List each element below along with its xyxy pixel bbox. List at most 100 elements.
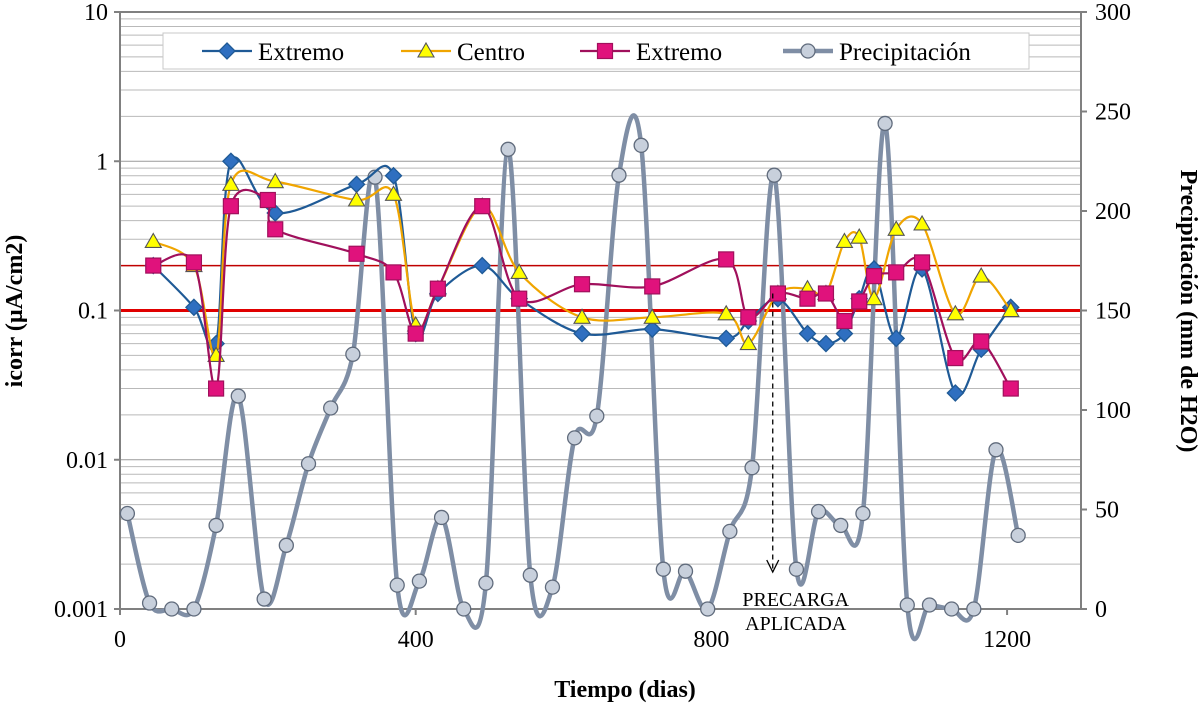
data-point	[643, 320, 662, 339]
data-point	[946, 304, 965, 321]
data-point	[208, 380, 225, 397]
y2-tick-label: 200	[1095, 199, 1131, 225]
data-point	[966, 601, 982, 617]
data-point	[566, 430, 583, 446]
data-point	[717, 329, 736, 348]
data-point	[300, 456, 317, 472]
data-point	[429, 280, 446, 297]
data-point	[510, 263, 529, 279]
data-point	[972, 266, 991, 283]
data-point	[411, 573, 428, 589]
y2-tick-label: 300	[1095, 0, 1131, 26]
data-point	[589, 408, 605, 424]
data-point	[384, 166, 403, 185]
series-layer	[119, 113, 1026, 642]
data-point	[718, 251, 735, 268]
data-point	[266, 172, 285, 189]
data-point	[208, 517, 224, 534]
annotation-arrow-head	[766, 559, 780, 574]
data-point	[407, 325, 424, 342]
y-tick-label: 0.01	[66, 448, 108, 474]
data-point	[384, 185, 403, 201]
data-point	[573, 324, 591, 343]
x-axis-title: Tiempo (dias)	[554, 677, 696, 703]
data-point	[888, 264, 905, 281]
y-tick-label: 10	[84, 0, 108, 26]
data-point	[836, 312, 853, 330]
data-point	[222, 198, 239, 215]
data-point	[835, 232, 854, 249]
legend-label: Precipitación	[839, 39, 971, 66]
data-point	[887, 220, 906, 236]
data-point	[766, 167, 782, 183]
legend-marker	[596, 42, 614, 60]
data-point	[946, 384, 965, 402]
data-point	[573, 308, 591, 324]
data-point	[788, 561, 805, 577]
data-point	[164, 601, 180, 617]
data-point	[522, 567, 538, 583]
data-point	[798, 324, 817, 343]
data-point	[141, 595, 158, 611]
y-tick-label: 0.1	[78, 299, 108, 325]
data-point	[633, 137, 649, 153]
data-point	[677, 563, 694, 579]
data-point	[221, 152, 240, 171]
data-point	[835, 324, 854, 343]
data-point	[943, 601, 960, 617]
data-point	[1001, 301, 1020, 318]
y2-tick-label: 100	[1095, 398, 1131, 424]
data-point	[851, 293, 868, 310]
annotation-label-line2: APLICADA	[745, 613, 847, 635]
data-point	[877, 115, 893, 132]
y-axis-title: icorr (µA/cm2)	[2, 235, 28, 388]
data-point	[474, 198, 491, 215]
data-point	[947, 349, 964, 367]
annotation-label-line1: PRECARGA	[742, 589, 849, 611]
data-point	[744, 460, 760, 476]
data-point	[145, 257, 162, 274]
data-point	[256, 591, 272, 607]
data-point	[389, 577, 405, 593]
data-point	[855, 505, 871, 522]
data-point	[267, 221, 284, 238]
data-point	[865, 268, 883, 285]
data-point	[611, 167, 627, 183]
data-point	[1010, 527, 1026, 544]
y2-tick-label: 0	[1095, 597, 1107, 623]
data-point	[644, 278, 661, 295]
y2-tick-label: 150	[1095, 299, 1131, 325]
data-point	[544, 579, 561, 595]
data-point	[899, 597, 915, 613]
data-point	[921, 597, 938, 613]
data-point	[850, 228, 869, 244]
data-point	[119, 505, 136, 522]
data-point	[573, 276, 591, 293]
series-extremo-2	[145, 188, 1019, 397]
series-precipitacin-3	[119, 113, 1026, 642]
data-point	[456, 601, 472, 617]
data-point	[185, 254, 203, 271]
data-point	[817, 285, 835, 302]
data-point	[865, 289, 883, 306]
data-point	[655, 561, 671, 577]
x-tick-label: 400	[398, 627, 434, 653]
data-point	[973, 333, 990, 350]
data-point	[887, 329, 906, 348]
legend-marker	[417, 41, 435, 58]
data-point	[722, 523, 738, 540]
legend-marker	[218, 42, 236, 60]
legend-label: Extremo	[636, 39, 722, 66]
data-point	[799, 290, 816, 307]
data-point	[144, 232, 163, 249]
data-point	[221, 175, 240, 191]
data-point	[810, 503, 827, 520]
data-point	[323, 400, 339, 416]
y2-tick-label: 250	[1095, 100, 1131, 126]
data-point	[643, 308, 662, 324]
data-point	[278, 537, 294, 553]
data-point	[385, 264, 402, 281]
data-point	[700, 601, 716, 617]
data-point	[348, 245, 365, 262]
